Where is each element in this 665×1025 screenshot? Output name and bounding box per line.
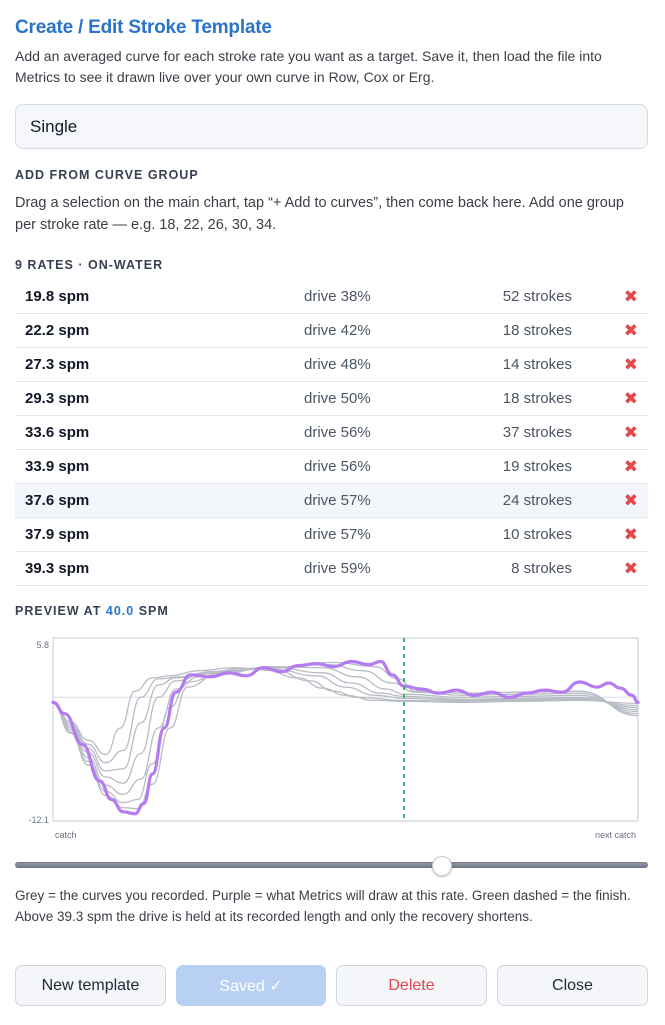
x-left-label: catch [55,830,77,840]
rate-slider[interactable] [15,856,648,878]
rate-slider-thumb[interactable] [431,856,452,876]
delete-rate-icon[interactable]: ✖ [623,389,638,408]
rate-row[interactable]: 37.9 spm drive 57% 10 strokes ✖ [15,518,648,552]
rates-list: 19.8 spm drive 38% 52 strokes ✖ 22.2 spm driv… [15,280,648,586]
rate-spm: 22.2 spm [25,322,90,339]
preview-chart: 5.8 -12.1 catch next catch [28,637,640,840]
add-group-help: Drag a selection on the main chart, tap … [15,195,624,233]
rates-heading: 9 RATES · ON-WATER [15,258,164,272]
rate-strokes: 10 strokes [502,526,572,543]
preview-label-suffix: SPM [138,604,169,618]
rate-spm: 29.3 spm [25,390,90,407]
delete-rate-icon[interactable]: ✖ [623,491,638,510]
rate-drive: drive 56% [304,424,371,441]
rate-spm: 19.8 spm [25,288,90,305]
delete-rate-icon[interactable]: ✖ [623,321,638,340]
delete-rate-icon[interactable]: ✖ [623,525,638,544]
preview-heading: PREVIEW AT 40.0 SPM [15,604,169,618]
rate-drive: drive 48% [304,356,371,373]
preview-label-prefix: PREVIEW AT [15,604,102,618]
x-right-label: next catch [595,830,636,840]
rate-drive: drive 42% [304,322,371,339]
chart-plot-frame [52,637,639,822]
rate-row[interactable]: 33.6 spm drive 56% 37 strokes ✖ [15,416,648,450]
recorded-curve-5 [52,665,639,796]
delete-rate-icon[interactable]: ✖ [623,287,638,306]
intro-text: Add an averaged curve for each stroke ra… [15,48,602,85]
y-top-label: 5.8 [36,640,49,650]
rate-slider-track[interactable] [15,862,648,868]
rate-spm: 27.3 spm [25,356,90,373]
rate-drive: drive 38% [304,288,371,305]
rate-strokes: 18 strokes [502,322,572,339]
rate-strokes: 52 strokes [502,288,572,305]
saved-button[interactable]: Saved ✓ [176,965,326,1006]
new-template-button[interactable]: New template [15,965,166,1006]
rate-spm: 33.6 spm [25,424,90,441]
page-title: Create / Edit Stroke Template [15,17,272,38]
rate-row[interactable]: 27.3 spm drive 48% 14 strokes ✖ [15,348,648,382]
delete-rate-icon[interactable]: ✖ [623,423,638,442]
rate-spm: 39.3 spm [25,560,90,577]
rate-drive: drive 57% [304,526,371,543]
recorded-curve-4 [52,666,639,784]
delete-rate-icon[interactable]: ✖ [623,457,638,476]
rate-row[interactable]: 37.6 spm drive 57% 24 strokes ✖ [15,484,648,518]
preview-rate-value: 40.0 [105,604,135,618]
rate-strokes: 37 strokes [502,424,572,441]
delete-rate-icon[interactable]: ✖ [623,559,638,578]
rate-row[interactable]: 29.3 spm drive 50% 18 strokes ✖ [15,382,648,416]
delete-rate-icon[interactable]: ✖ [623,355,638,374]
rate-strokes: 19 strokes [502,458,572,475]
rate-strokes: 14 strokes [502,356,572,373]
rate-row[interactable]: 39.3 spm drive 59% 8 strokes ✖ [15,552,648,586]
target-curve [51,659,640,816]
rate-strokes: 18 strokes [502,390,572,407]
template-name-input[interactable] [15,104,648,149]
rate-spm: 37.9 spm [25,526,90,543]
rate-row[interactable]: 22.2 spm drive 42% 18 strokes ✖ [15,314,648,348]
add-group-heading: ADD FROM CURVE GROUP [15,168,199,182]
chart-legend-note: Grey = the curves you recorded. Purple =… [15,888,631,924]
rate-drive: drive 50% [304,390,371,407]
rate-strokes: 8 strokes [511,560,572,577]
rate-spm: 37.6 spm [25,492,90,509]
y-bottom-label: -12.1 [28,815,49,825]
rate-strokes: 24 strokes [502,492,572,509]
close-button[interactable]: Close [497,965,648,1006]
rate-drive: drive 59% [304,560,371,577]
delete-button[interactable]: Delete [336,965,487,1006]
rate-drive: drive 56% [304,458,371,475]
rate-row[interactable]: 19.8 spm drive 38% 52 strokes ✖ [15,280,648,314]
rate-drive: drive 57% [304,492,371,509]
rate-row[interactable]: 33.9 spm drive 56% 19 strokes ✖ [15,450,648,484]
rate-spm: 33.9 spm [25,458,90,475]
